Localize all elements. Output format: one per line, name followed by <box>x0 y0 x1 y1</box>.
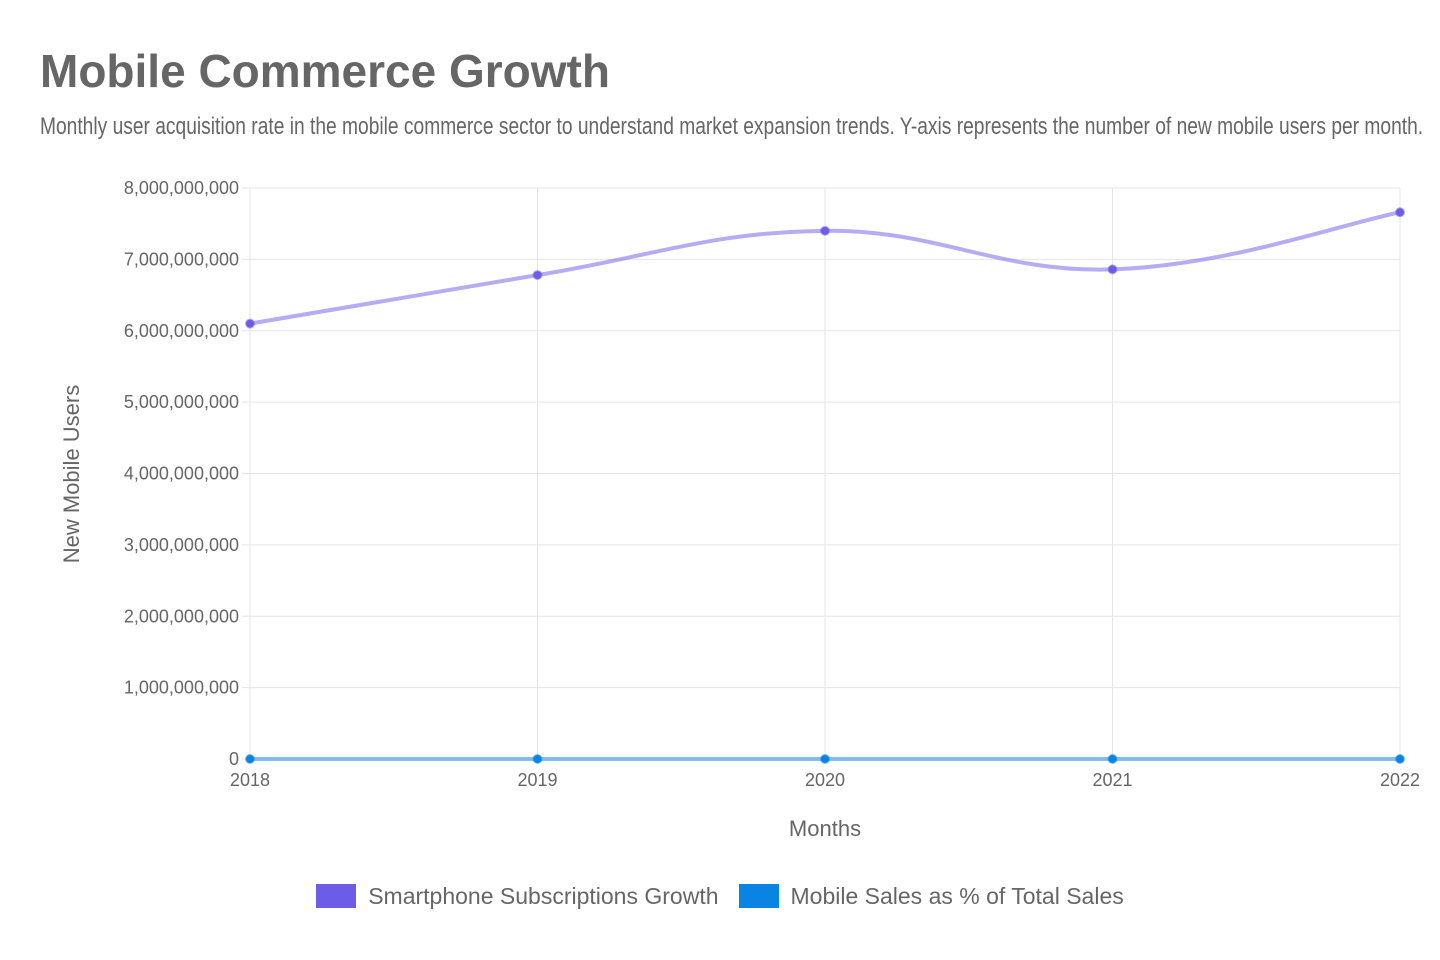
y-tick-label: 2,000,000,000 <box>124 606 239 626</box>
y-axis-title: New Mobile Users <box>59 385 84 564</box>
y-tick-label: 1,000,000,000 <box>124 678 239 698</box>
y-tick-label: 7,000,000,000 <box>124 249 239 269</box>
x-axis-title: Months <box>789 816 861 841</box>
y-tick-label: 0 <box>229 749 239 769</box>
chart-title: Mobile Commerce Growth <box>40 45 610 97</box>
data-point-smartphone-subscriptions-growth-2018 <box>245 318 255 329</box>
y-tick-label: 8,000,000,000 <box>124 178 239 198</box>
legend-swatch-mobile-sales <box>738 884 779 908</box>
x-tick-label: 2022 <box>1380 770 1420 790</box>
chart-subtitle: Monthly user acquisition rate in the mob… <box>40 113 1424 140</box>
y-tick-label: 5,000,000,000 <box>124 392 239 412</box>
series-layer <box>245 207 1405 764</box>
data-point-smartphone-subscriptions-growth-2022 <box>1395 207 1405 218</box>
x-tick-label: 2020 <box>805 770 845 790</box>
data-point-smartphone-subscriptions-growth-2020 <box>820 225 830 236</box>
y-tick-label: 4,000,000,000 <box>124 464 239 484</box>
x-tick-label: 2019 <box>517 770 557 790</box>
x-axis-ticks: 2018 2019 2020 2021 2022 <box>230 770 1420 790</box>
chart-grid <box>242 187 1401 760</box>
legend-label: Smartphone Subscriptions Growth <box>368 882 719 909</box>
legend-item-smartphone-subscriptions[interactable]: Smartphone Subscriptions Growth <box>316 882 719 910</box>
legend-item-mobile-sales[interactable]: Mobile Sales as % of Total Sales <box>738 882 1124 910</box>
data-point-smartphone-subscriptions-growth-2019 <box>532 270 543 281</box>
data-point-mobile-sales-as-of-total-sales-2018 <box>245 754 255 764</box>
legend-swatch-smartphone-subscriptions <box>316 884 357 908</box>
y-tick-label: 3,000,000,000 <box>124 535 239 555</box>
data-point-mobile-sales-as-of-total-sales-2021 <box>1107 754 1118 764</box>
y-tick-label: 6,000,000,000 <box>124 321 239 341</box>
chart-legend: Smartphone Subscriptions Growth Mobile S… <box>0 876 1440 916</box>
x-tick-label: 2021 <box>1092 770 1132 790</box>
data-point-mobile-sales-as-of-total-sales-2020 <box>820 754 830 764</box>
y-axis-ticks: 0 1,000,000,000 2,000,000,000 3,000,000,000… <box>124 178 239 769</box>
legend-label: Mobile Sales as % of Total Sales <box>790 882 1124 909</box>
x-tick-label: 2018 <box>230 770 270 790</box>
data-point-smartphone-subscriptions-growth-2021 <box>1107 264 1118 275</box>
data-point-mobile-sales-as-of-total-sales-2019 <box>532 754 543 764</box>
data-point-mobile-sales-as-of-total-sales-2022 <box>1395 754 1405 764</box>
